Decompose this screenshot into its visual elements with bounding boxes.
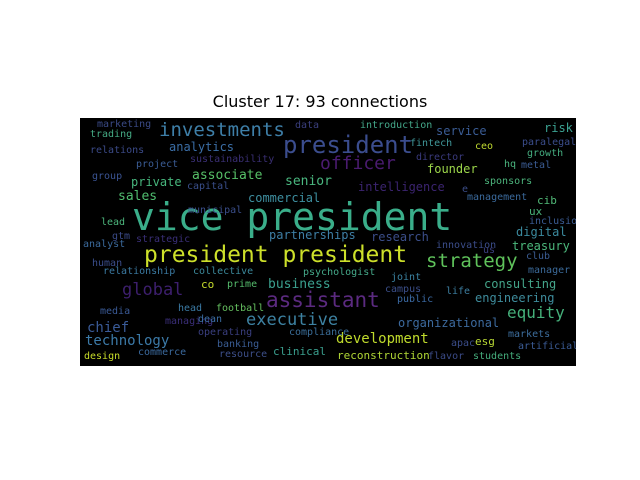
word: associate bbox=[192, 168, 263, 183]
word: director bbox=[416, 152, 465, 163]
word: consulting bbox=[484, 277, 557, 291]
word: partnerships bbox=[269, 228, 356, 242]
word: managing bbox=[165, 316, 214, 327]
word: fintech bbox=[410, 138, 453, 149]
word: innovation bbox=[436, 240, 497, 251]
word: investments bbox=[159, 119, 285, 141]
word: organizational bbox=[398, 316, 500, 330]
word: students bbox=[473, 351, 522, 362]
word: president bbox=[283, 131, 414, 159]
word: strategy bbox=[426, 250, 518, 272]
word: development bbox=[336, 331, 429, 347]
word: business bbox=[268, 277, 331, 292]
word: engineering bbox=[475, 291, 555, 305]
word: management bbox=[467, 192, 528, 203]
chart-title: Cluster 17: 93 connections bbox=[212, 92, 428, 111]
word: markets bbox=[508, 329, 551, 340]
word: resource bbox=[219, 349, 268, 360]
word: analyst bbox=[83, 239, 126, 250]
word: ux bbox=[529, 205, 543, 218]
word: commercial bbox=[248, 191, 321, 205]
word: risk bbox=[544, 121, 573, 135]
word: paralegal bbox=[522, 137, 576, 148]
word: artificial bbox=[518, 341, 576, 352]
word: life bbox=[446, 286, 471, 297]
word: introduction bbox=[360, 120, 433, 131]
word: prime bbox=[227, 279, 258, 290]
word: compliance bbox=[289, 327, 350, 338]
word: municipal bbox=[188, 205, 243, 216]
word: private bbox=[131, 175, 182, 189]
word: cib bbox=[537, 194, 557, 207]
word: head bbox=[178, 303, 203, 314]
word: dean bbox=[198, 314, 223, 325]
word: strategic bbox=[136, 234, 191, 245]
word: manager bbox=[528, 265, 571, 276]
word: treasury bbox=[512, 239, 570, 253]
word: group bbox=[92, 171, 123, 182]
word: lead bbox=[101, 217, 126, 228]
word: marketing bbox=[97, 119, 152, 130]
word: data bbox=[295, 120, 320, 131]
word: clinical bbox=[273, 345, 326, 358]
word: senior bbox=[285, 174, 332, 189]
word: club bbox=[526, 251, 551, 262]
word: research bbox=[371, 230, 429, 244]
word: reconstruction bbox=[337, 349, 430, 362]
word: e bbox=[462, 184, 469, 195]
word: hq bbox=[504, 159, 517, 170]
word: joint bbox=[391, 272, 422, 283]
word: commerce bbox=[138, 347, 187, 358]
word: campus bbox=[385, 284, 422, 295]
word: public bbox=[397, 294, 434, 305]
word: trading bbox=[90, 129, 133, 140]
word: growth bbox=[527, 148, 564, 159]
word: digital bbox=[516, 225, 567, 239]
word: relationship bbox=[103, 266, 176, 277]
word: project bbox=[136, 159, 179, 170]
word: president president bbox=[144, 242, 408, 268]
word: human bbox=[92, 258, 123, 269]
word: sustainability bbox=[190, 154, 275, 165]
word: equity bbox=[507, 303, 565, 322]
word: service bbox=[436, 124, 487, 138]
word: ceo bbox=[475, 141, 494, 152]
word: relations bbox=[90, 145, 145, 156]
word: co bbox=[201, 278, 215, 291]
word: technology bbox=[85, 333, 170, 349]
word: operating bbox=[198, 327, 253, 338]
word: metal bbox=[521, 160, 552, 171]
word: assistant bbox=[266, 288, 380, 312]
word: founder bbox=[427, 162, 478, 176]
word: psychologist bbox=[303, 267, 376, 278]
word: officer bbox=[320, 153, 396, 174]
word: executive bbox=[246, 310, 339, 330]
word: global bbox=[122, 280, 184, 300]
word: capital bbox=[187, 181, 230, 192]
word: apac bbox=[451, 338, 476, 349]
word: analytics bbox=[169, 140, 235, 154]
word: football bbox=[216, 303, 265, 314]
word: sponsors bbox=[484, 176, 533, 187]
word: design bbox=[84, 351, 121, 362]
word: gtm bbox=[112, 231, 131, 242]
word: chief bbox=[87, 320, 130, 336]
word: vice president bbox=[132, 195, 453, 239]
word: inclusion bbox=[529, 216, 576, 227]
word: sales bbox=[118, 189, 158, 204]
word: collective bbox=[193, 266, 254, 277]
word: esg bbox=[475, 335, 495, 348]
word: flavor bbox=[428, 351, 465, 362]
word-cloud: vice president president president assis… bbox=[80, 118, 576, 366]
word: banking bbox=[217, 339, 260, 350]
word: intelligence bbox=[358, 180, 445, 194]
word: media bbox=[100, 306, 131, 317]
word: us bbox=[483, 245, 496, 256]
